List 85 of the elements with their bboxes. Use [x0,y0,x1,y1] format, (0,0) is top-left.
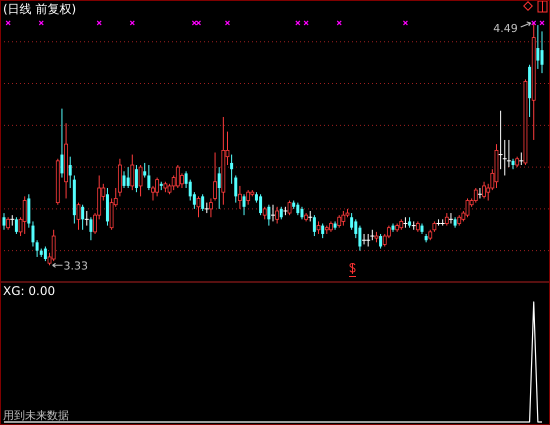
candlestick [477,188,482,199]
candlestick [399,218,404,230]
candlestick [176,164,180,188]
candlestick [518,152,524,166]
candlestick [270,204,276,222]
candlestick [329,220,333,232]
candlestick [44,246,47,262]
candlestick [68,156,72,188]
candlestick [428,229,432,241]
candlestick [498,110,504,170]
candlestick [36,240,39,258]
chart-title: XG: 0.00 [3,284,56,298]
candlestick [84,210,90,226]
candlestick [402,216,408,228]
candlestick [122,170,126,188]
candlestick [143,162,146,178]
candlestick [201,194,204,212]
annotation: 4.49 [493,22,518,35]
candlestick [512,158,515,170]
candlestick [164,181,168,193]
candlestick [134,164,138,193]
candlestick [411,220,416,230]
candlestick [408,216,412,228]
candlestick [275,206,280,224]
candlestick [474,188,478,204]
candlestick [280,206,283,220]
candlestick [432,220,436,232]
candlestick [444,212,449,226]
candlestick [52,229,56,262]
candlestick [22,196,27,234]
candlestick [540,30,544,74]
candlestick [2,212,6,230]
candlestick [308,210,313,222]
candlestick [370,229,375,241]
candlestick [366,233,371,247]
candlestick [242,194,246,216]
candlestick [454,216,457,228]
candlestick [259,194,262,216]
annotation: 3.33 [64,259,88,272]
candlestick [337,214,342,228]
candlestick [246,190,250,206]
candlestick [130,154,134,191]
candlestick [155,177,160,197]
candlestick [502,139,508,176]
candlestick [316,220,320,234]
chart-title: (日线 前复权) [3,2,76,16]
candlestick [267,204,270,226]
candlestick [6,216,10,230]
candlestick [312,214,316,237]
candlestick [288,200,292,216]
candlestick [362,233,367,245]
candlestick [515,156,520,168]
annotation: 用到未来数据 [3,409,69,422]
candlestick [204,202,210,214]
candlestick [457,214,462,226]
candlestick [321,223,324,239]
candlestick [358,225,362,252]
candlestick [420,223,424,234]
candlestick [196,196,200,218]
candlestick [60,108,64,178]
candlestick [379,233,382,250]
candlestick [482,181,486,199]
candlestick [14,216,18,234]
candlestick [374,231,378,243]
candlestick [350,212,354,230]
candlestick [262,206,267,220]
candlestick [10,214,15,226]
candlestick [218,166,221,210]
candlestick [31,220,34,247]
candlestick [76,202,80,230]
candlestick [230,154,234,184]
candlestick [138,164,142,197]
candlestick [416,220,420,232]
candlestick [81,204,84,230]
candlestick [341,210,346,226]
candlestick [238,185,242,210]
candlestick [536,24,540,70]
candlestick [448,212,454,224]
candlestick [89,216,92,241]
candlestick [126,166,130,188]
candlestick [234,174,238,204]
candlestick [466,198,470,218]
candlestick [300,206,304,220]
candlestick [296,202,300,216]
candlestick [147,164,150,191]
